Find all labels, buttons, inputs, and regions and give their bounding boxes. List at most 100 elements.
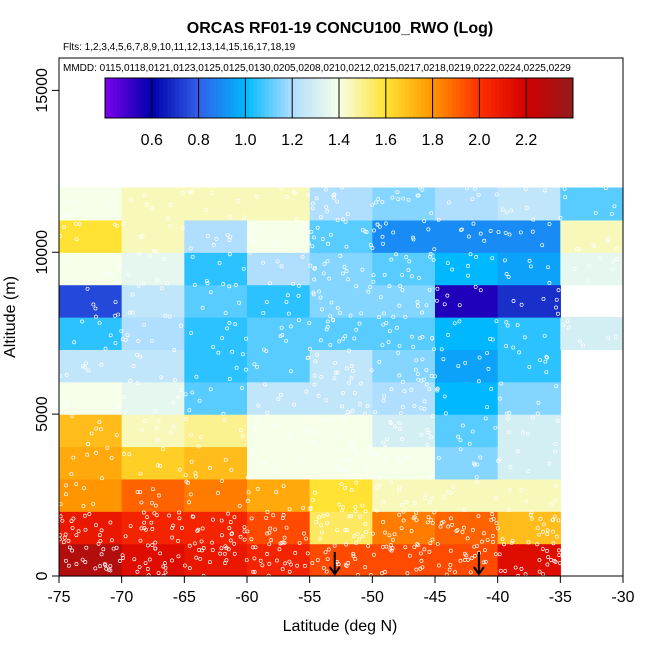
sample-point [163, 313, 168, 318]
colorbar-segment [335, 78, 340, 118]
sample-point [478, 455, 483, 460]
sample-point [121, 556, 125, 561]
sample-point [261, 260, 266, 265]
sample-point [149, 520, 154, 525]
sample-point [267, 542, 272, 547]
sample-point [400, 288, 405, 292]
sample-point [446, 524, 451, 529]
sample-point [348, 313, 353, 318]
sample-point [321, 271, 326, 276]
sample-point [320, 307, 325, 312]
sample-point [506, 430, 511, 435]
sample-point [139, 500, 144, 505]
sample-point [366, 472, 371, 477]
sample-point [256, 403, 261, 408]
sample-point [447, 200, 451, 205]
sample-point [494, 319, 499, 324]
sample-point [395, 190, 400, 195]
sample-point [179, 388, 184, 392]
sample-point [381, 499, 386, 504]
sample-point [306, 192, 311, 197]
sample-point [399, 460, 404, 465]
heatmap-cell [372, 317, 436, 350]
sample-point [327, 276, 331, 281]
sample-point [326, 547, 331, 552]
sample-point [345, 528, 349, 533]
sample-point [343, 334, 348, 339]
sample-point [127, 310, 132, 315]
sample-point [506, 507, 511, 512]
colorbar-segment [452, 78, 457, 118]
sample-point [479, 539, 484, 544]
sample-point [166, 216, 171, 221]
sample-point [310, 560, 315, 565]
sample-point [384, 320, 389, 325]
sample-point [238, 428, 243, 432]
sample-point [72, 209, 77, 214]
sample-point [383, 530, 388, 535]
sample-point [368, 285, 373, 289]
sample-point [325, 557, 330, 561]
sample-point [116, 312, 121, 317]
sample-point [389, 480, 393, 485]
sample-point [456, 434, 461, 439]
sample-point [409, 334, 414, 339]
sample-point [476, 379, 481, 384]
sample-point [99, 362, 104, 367]
sample-point [125, 333, 130, 337]
sample-point [176, 539, 181, 543]
sample-point [156, 571, 161, 575]
heatmap-cell [184, 219, 248, 253]
sample-point [377, 359, 382, 364]
sample-point [161, 564, 166, 569]
sample-point [402, 389, 407, 394]
sample-point [318, 295, 323, 300]
sample-point [172, 348, 177, 352]
sample-point [292, 190, 296, 195]
sample-point [537, 569, 542, 574]
sample-point [226, 547, 231, 552]
sample-point [117, 262, 122, 267]
sample-point [98, 539, 103, 544]
colorbar-segment [261, 78, 266, 118]
sample-point [439, 520, 444, 525]
sample-point [306, 241, 311, 246]
sample-point [308, 263, 313, 268]
x-tick-label: -35 [549, 589, 572, 606]
sample-point [60, 518, 65, 523]
sample-point [71, 516, 76, 521]
sample-point [309, 414, 314, 419]
sample-point [141, 281, 146, 286]
sample-point [389, 387, 394, 392]
sample-point [473, 187, 477, 192]
arrow-marker [473, 552, 485, 576]
sample-point [358, 514, 362, 519]
sample-point [118, 558, 122, 563]
sample-point [550, 518, 555, 522]
sample-point [318, 338, 323, 343]
heatmap-cell [247, 317, 311, 350]
sample-point [160, 286, 164, 291]
sample-point [432, 510, 437, 515]
sample-point [506, 274, 511, 279]
sample-point [360, 227, 365, 232]
sample-point [409, 387, 414, 392]
sample-point [343, 219, 348, 224]
sample-point [418, 185, 423, 190]
sample-point [84, 361, 89, 366]
sample-point [490, 511, 495, 516]
heatmap-cell [309, 219, 373, 253]
sample-point [427, 287, 432, 292]
sample-point [357, 537, 362, 542]
sample-points [57, 185, 619, 578]
sample-point [287, 559, 292, 564]
sample-point [149, 206, 154, 211]
sample-point [109, 456, 114, 460]
sample-point [490, 337, 495, 342]
sample-point [370, 202, 375, 207]
heatmap-cell [435, 446, 499, 480]
colorbar-segment [483, 78, 488, 118]
sample-point [547, 222, 552, 227]
y-axis: 0 5000 10000 15000 [34, 68, 59, 580]
sample-point [251, 239, 256, 244]
